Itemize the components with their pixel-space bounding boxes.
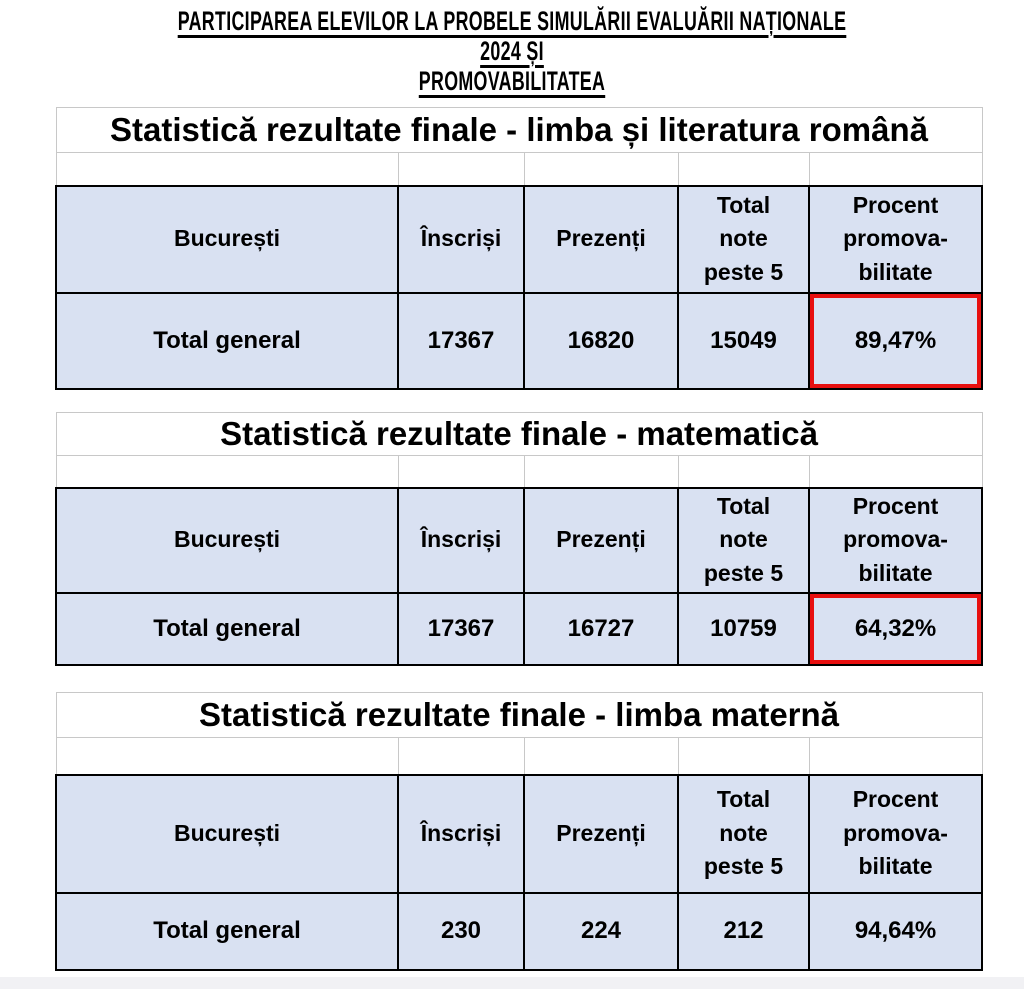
header-cell-prezenti: Prezenți	[523, 773, 679, 894]
header-row: București Înscriși Prezenți Total note p…	[55, 486, 984, 594]
cell-row-label: Total general	[55, 891, 399, 971]
cell-inscrisi: 17367	[397, 291, 525, 390]
procent-value: 94,64%	[854, 917, 937, 944]
header-cell-procent: Procent promova- bilitate	[807, 184, 984, 294]
header-row: București Înscriși Prezenți Total note p…	[55, 773, 984, 894]
procent-value: 64,32%	[854, 614, 937, 642]
cell-procent: 94,64%	[807, 891, 984, 971]
cell-inscrisi: 230	[397, 891, 525, 971]
header-cell-prezenti: Prezenți	[523, 184, 679, 294]
header-row: București Înscriși Prezenți Total note p…	[55, 184, 984, 294]
header-cell-procent: Procent promova- bilitate	[807, 773, 984, 894]
cell-procent: 89,47%	[807, 291, 984, 390]
cell-prezenti: 16820	[523, 291, 679, 390]
table-title: Statistică rezultate finale - limba și l…	[55, 107, 983, 153]
table-title: Statistică rezultate finale - limba mate…	[55, 692, 983, 738]
table-matematica: Statistică rezultate finale - matematică…	[55, 412, 984, 666]
header-cell-total-note: Total note peste 5	[677, 184, 810, 294]
table-limba-romana: Statistică rezultate finale - limba și l…	[55, 107, 984, 390]
cell-prezenti: 224	[523, 891, 679, 971]
cell-total-note: 212	[677, 891, 810, 971]
cell-inscrisi: 17367	[397, 591, 525, 666]
data-row: Total general 17367 16727 10759 64,32%	[55, 591, 984, 666]
header-cell-inscrisi: Înscriși	[397, 184, 525, 294]
cell-row-label: Total general	[55, 591, 399, 666]
header-cell-inscrisi: Înscriși	[397, 773, 525, 894]
header-cell-bucuresti: București	[55, 184, 399, 294]
data-row: Total general 230 224 212 94,64%	[55, 891, 984, 971]
header-cell-prezenti: Prezenți	[523, 486, 679, 594]
cell-row-label: Total general	[55, 291, 399, 390]
header-cell-total-note: Total note peste 5	[677, 773, 810, 894]
header-cell-procent: Procent promova- bilitate	[807, 486, 984, 594]
table-matematica-grid: Statistică rezultate finale - matematică…	[55, 412, 984, 666]
cell-total-note: 10759	[677, 591, 810, 666]
cell-total-note: 15049	[677, 291, 810, 390]
table-title: Statistică rezultate finale - matematică	[55, 412, 983, 456]
header-cell-bucuresti: București	[55, 773, 399, 894]
spacer-row	[55, 152, 983, 186]
table-limba-materna: Statistică rezultate finale - limba mate…	[55, 692, 984, 971]
table-limba-materna-grid: Statistică rezultate finale - limba mate…	[55, 692, 984, 971]
page-edge-strip	[0, 977, 1024, 989]
spacer-row	[55, 455, 983, 488]
procent-value: 89,47%	[854, 326, 937, 354]
header-cell-total-note: Total note peste 5	[677, 486, 810, 594]
header-cell-inscrisi: Înscriși	[397, 486, 525, 594]
spacer-row	[55, 737, 983, 775]
cell-prezenti: 16727	[523, 591, 679, 666]
table-limba-romana-grid: Statistică rezultate finale - limba și l…	[55, 107, 984, 390]
header-cell-bucuresti: București	[55, 486, 399, 594]
page-title-text: PARTICIPAREA ELEVILOR LA PROBELE SIMULĂR…	[177, 6, 847, 96]
cell-procent: 64,32%	[807, 591, 984, 666]
data-row: Total general 17367 16820 15049 89,47%	[55, 291, 984, 390]
page-title: PARTICIPAREA ELEVILOR LA PROBELE SIMULĂR…	[0, 6, 1024, 96]
